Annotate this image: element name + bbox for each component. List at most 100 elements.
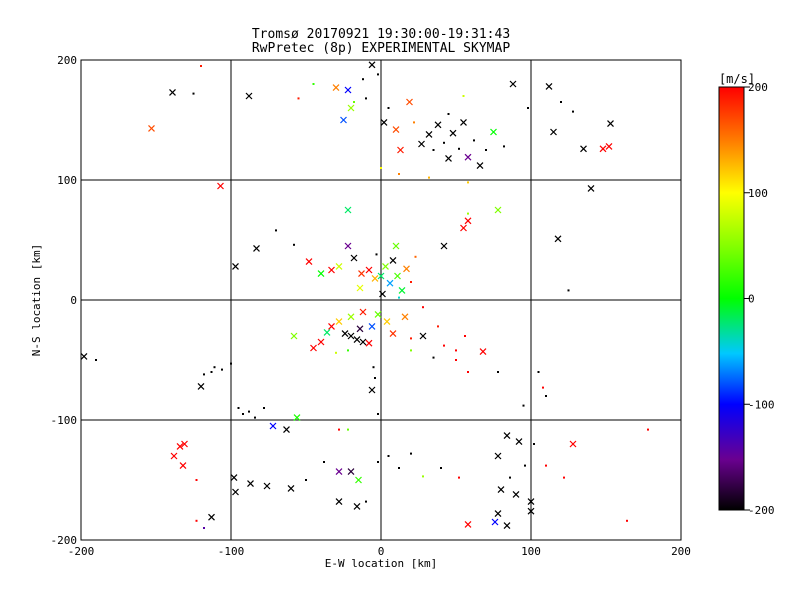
cross-marker [347, 468, 355, 476]
dot-marker [503, 145, 505, 148]
cross-marker [440, 242, 448, 250]
cross-marker [359, 308, 367, 316]
cross-marker [386, 279, 394, 287]
cross-marker [527, 507, 535, 515]
dot-marker [443, 344, 445, 347]
dot-marker [200, 65, 202, 67]
dot-marker [440, 467, 442, 469]
cross-marker [406, 98, 413, 106]
cross-marker [569, 440, 577, 448]
cross-marker [328, 322, 335, 330]
dot-marker [537, 371, 540, 373]
cross-marker [344, 86, 352, 94]
dot-marker [305, 479, 307, 481]
dot-marker [432, 149, 435, 151]
dot-marker [447, 113, 450, 115]
dot-marker [398, 467, 400, 469]
cross-marker [356, 325, 364, 333]
cross-marker [464, 520, 472, 528]
dot-marker [398, 296, 400, 299]
dot-marker [221, 368, 223, 371]
cross-marker [358, 270, 365, 278]
dot-marker [380, 167, 382, 169]
dot-marker [545, 464, 547, 467]
cross-marker [497, 486, 505, 494]
cross-marker [434, 121, 442, 129]
cross-marker [368, 322, 376, 330]
colorbar-tick-label: -100 [748, 398, 775, 411]
cross-marker [328, 266, 335, 274]
dot-marker [237, 407, 240, 409]
cross-marker [460, 224, 467, 232]
dot-marker [230, 362, 232, 365]
cross-marker [371, 274, 379, 282]
dot-marker [248, 410, 250, 413]
dot-marker [375, 253, 378, 256]
cross-marker [392, 126, 400, 134]
dot-marker [387, 455, 390, 457]
dot-marker [365, 97, 367, 100]
dot-marker [297, 97, 300, 100]
x-tick-label: -200 [68, 545, 95, 558]
cross-marker [347, 332, 355, 340]
dot-marker [353, 101, 355, 103]
dot-marker [497, 371, 499, 373]
dot-marker [365, 500, 367, 503]
dot-marker [195, 479, 198, 481]
cross-marker [503, 522, 511, 530]
cross-marker [148, 124, 155, 132]
y-axis-label: N-S location [km] [30, 244, 43, 357]
colorbar-tick-label: 200 [748, 81, 768, 94]
cross-marker [550, 128, 557, 136]
cross-marker [494, 452, 502, 460]
cross-marker [176, 442, 184, 450]
cross-marker [374, 310, 382, 318]
cross-marker [425, 130, 433, 138]
dot-marker [192, 92, 195, 95]
dot-marker [542, 386, 544, 389]
cross-marker [355, 476, 362, 484]
dot-marker [524, 464, 526, 467]
dot-marker [467, 181, 469, 184]
dot-marker [560, 101, 562, 103]
dot-marker [473, 139, 475, 142]
cross-marker [353, 502, 361, 510]
colorbar-tick-label: 100 [748, 187, 768, 200]
cross-marker [380, 118, 388, 126]
dot-marker [485, 149, 487, 151]
cross-marker [383, 318, 391, 326]
dot-marker [437, 325, 439, 328]
dot-marker [410, 349, 412, 352]
cross-marker [418, 140, 425, 148]
dot-marker [428, 176, 430, 179]
dot-marker [95, 359, 97, 361]
cross-marker [335, 498, 343, 506]
dot-marker [377, 73, 379, 76]
cross-marker [494, 510, 502, 518]
dot-marker [254, 416, 256, 419]
cross-marker [253, 244, 260, 252]
dot-marker [387, 107, 390, 109]
cross-marker [545, 82, 553, 90]
cross-marker [382, 262, 389, 270]
dot-marker [338, 428, 340, 431]
cross-marker [527, 498, 535, 506]
dot-marker [647, 428, 649, 431]
dot-marker [347, 428, 349, 431]
x-tick-label: 0 [378, 545, 385, 558]
cross-marker [392, 242, 400, 250]
cross-marker [403, 265, 410, 273]
x-tick-label: 100 [521, 545, 541, 558]
dot-marker [195, 519, 198, 522]
cross-marker [81, 352, 88, 360]
cross-marker [344, 206, 352, 214]
cross-marker [232, 262, 239, 270]
cross-marker [340, 116, 347, 124]
cross-marker [460, 118, 467, 126]
dot-marker [242, 413, 244, 415]
dot-marker [213, 366, 216, 369]
cross-marker [269, 422, 277, 430]
dot-marker [203, 527, 205, 529]
cross-marker [580, 145, 587, 153]
